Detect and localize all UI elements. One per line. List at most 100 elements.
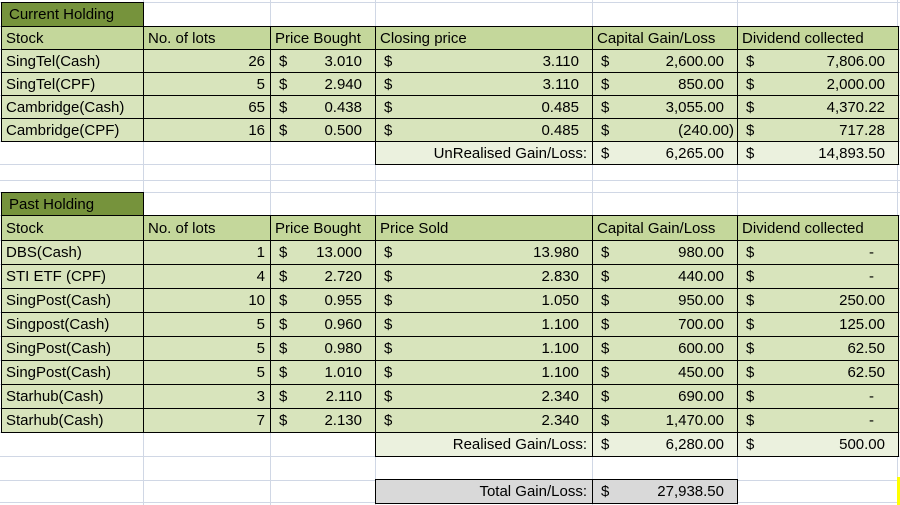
cell-lots[interactable]: 65 [143,95,271,119]
cell-stock[interactable]: SingPost(Cash) [1,360,144,385]
cell-stock[interactable]: STI ETF (CPF) [1,264,144,289]
cell-lots[interactable]: 16 [143,118,271,142]
cell-price-bought[interactable]: $13.000 [270,240,376,265]
cell-lots[interactable]: 26 [143,49,271,73]
cell-stock[interactable]: Cambridge(CPF) [1,118,144,142]
cell-capital-gain[interactable]: $450.00 [592,360,738,385]
cell-price-bought[interactable]: $3.010 [270,49,376,73]
cell-dividend[interactable]: $2,000.00 [737,72,899,96]
cell-lots[interactable]: 5 [143,336,271,361]
summary-gain[interactable]: $6,280.00 [592,432,738,457]
cell-dividend[interactable]: $ - [737,264,899,289]
cell-capital-gain[interactable]: $600.00 [592,336,738,361]
cell-price-d[interactable]: $0.485 [375,95,593,119]
cell-lots[interactable]: 10 [143,288,271,313]
cell-lots[interactable]: 1 [143,240,271,265]
cell-price-bought[interactable]: $0.500 [270,118,376,142]
cell-stock[interactable]: Cambridge(Cash) [1,95,144,119]
cell-price-bought[interactable]: $2.940 [270,72,376,96]
cell-price-bought[interactable]: $2.110 [270,384,376,409]
cell-price-bought[interactable]: $0.438 [270,95,376,119]
section-title[interactable]: Current Holding [1,2,144,27]
summary-dividend[interactable]: $14,893.50 [737,141,899,165]
cell-stock[interactable]: SingTel(CPF) [1,72,144,96]
cell-price-d[interactable]: $2.340 [375,408,593,433]
cell-stock[interactable]: Singpost(Cash) [1,312,144,337]
cell-lots[interactable]: 4 [143,264,271,289]
cell-stock[interactable]: SingPost(Cash) [1,336,144,361]
cell-dividend[interactable]: $62.50 [737,336,899,361]
cell-price-d[interactable]: $2.340 [375,384,593,409]
cell-lots[interactable]: 5 [143,312,271,337]
column-header-stock[interactable]: Stock [1,215,144,241]
summary-gain[interactable]: $6,265.00 [592,141,738,165]
cell-capital-gain[interactable]: $1,470.00 [592,408,738,433]
column-header-gain[interactable]: Capital Gain/Loss [592,215,738,241]
summary-dividend[interactable]: $500.00 [737,432,899,457]
cell-price-bought[interactable]: $0.955 [270,288,376,313]
cell-price-d[interactable]: $1.100 [375,360,593,385]
cell-dividend[interactable]: $ - [737,408,899,433]
cell-capital-gain[interactable]: $3,055.00 [592,95,738,119]
cell-stock[interactable]: Starhub(Cash) [1,408,144,433]
cell-capital-gain[interactable]: $440.00 [592,264,738,289]
cell-price-d[interactable]: $1.100 [375,312,593,337]
currency-symbol: $ [384,292,393,309]
column-header-sold[interactable]: Price Sold [375,215,593,241]
currency-symbol: $ [279,75,288,93]
column-header-sold[interactable]: Closing price [375,26,593,50]
cell-stock[interactable]: DBS(Cash) [1,240,144,265]
column-header-div[interactable]: Dividend collected [737,215,899,241]
cell-capital-gain[interactable]: $850.00 [592,72,738,96]
cell-value: 0.960 [324,316,362,333]
cell-capital-gain[interactable]: $690.00 [592,384,738,409]
cell-price-d[interactable]: $2.830 [375,264,593,289]
cell-capital-gain[interactable]: $700.00 [592,312,738,337]
cell-stock[interactable]: SingTel(Cash) [1,49,144,73]
column-header-stock[interactable]: Stock [1,26,144,50]
cell-lots[interactable]: 5 [143,72,271,96]
column-header-lots[interactable]: No. of lots [143,26,271,50]
cell-capital-gain[interactable]: $950.00 [592,288,738,313]
summary-label[interactable]: Realised Gain/Loss: [375,432,593,457]
column-header-div[interactable]: Dividend collected [737,26,899,50]
cell-lots[interactable]: 7 [143,408,271,433]
cell-capital-gain[interactable]: $2,600.00 [592,49,738,73]
cell-price-d[interactable]: $3.110 [375,72,593,96]
section-title[interactable]: Past Holding [1,192,144,216]
column-header-bought[interactable]: Price Bought [270,215,376,241]
cell-dividend[interactable]: $125.00 [737,312,899,337]
cell-dividend[interactable]: $7,806.00 [737,49,899,73]
cell-dividend[interactable]: $250.00 [737,288,899,313]
cell-price-bought[interactable]: $0.980 [270,336,376,361]
cell-dividend[interactable]: $ - [737,240,899,265]
cell-lots[interactable]: 5 [143,360,271,385]
cell-price-d[interactable]: $13.980 [375,240,593,265]
cell-dividend[interactable]: $62.50 [737,360,899,385]
summary-label[interactable]: UnRealised Gain/Loss: [375,141,593,165]
cell-capital-gain[interactable]: $ (240.00) [592,118,738,142]
cell-price-bought[interactable]: $0.960 [270,312,376,337]
cell-price-d[interactable]: $1.100 [375,336,593,361]
column-header-lots[interactable]: No. of lots [143,215,271,241]
cell-price-bought[interactable]: $1.010 [270,360,376,385]
cell-stock[interactable]: Starhub(Cash) [1,384,144,409]
cell-capital-gain[interactable]: $980.00 [592,240,738,265]
cell-price-d[interactable]: $0.485 [375,118,593,142]
cell-price-d[interactable]: $3.110 [375,49,593,73]
cell-price-bought[interactable]: $2.130 [270,408,376,433]
cell-value: - [869,268,874,285]
cell-dividend[interactable]: $717.28 [737,118,899,142]
currency-symbol: $ [279,98,288,116]
cell-stock[interactable]: SingPost(Cash) [1,288,144,313]
cell-lots[interactable]: 3 [143,384,271,409]
total-value[interactable]: $27,938.50 [592,479,738,504]
cell-price-bought[interactable]: $2.720 [270,264,376,289]
column-header-bought[interactable]: Price Bought [270,26,376,50]
cell-price-d[interactable]: $1.050 [375,288,593,313]
total-label[interactable]: Total Gain/Loss: [375,479,593,504]
cell-dividend[interactable]: $ - [737,384,899,409]
cell-dividend[interactable]: $4,370.22 [737,95,899,119]
column-header-gain[interactable]: Capital Gain/Loss [592,26,738,50]
cell-value: 450.00 [678,364,724,381]
